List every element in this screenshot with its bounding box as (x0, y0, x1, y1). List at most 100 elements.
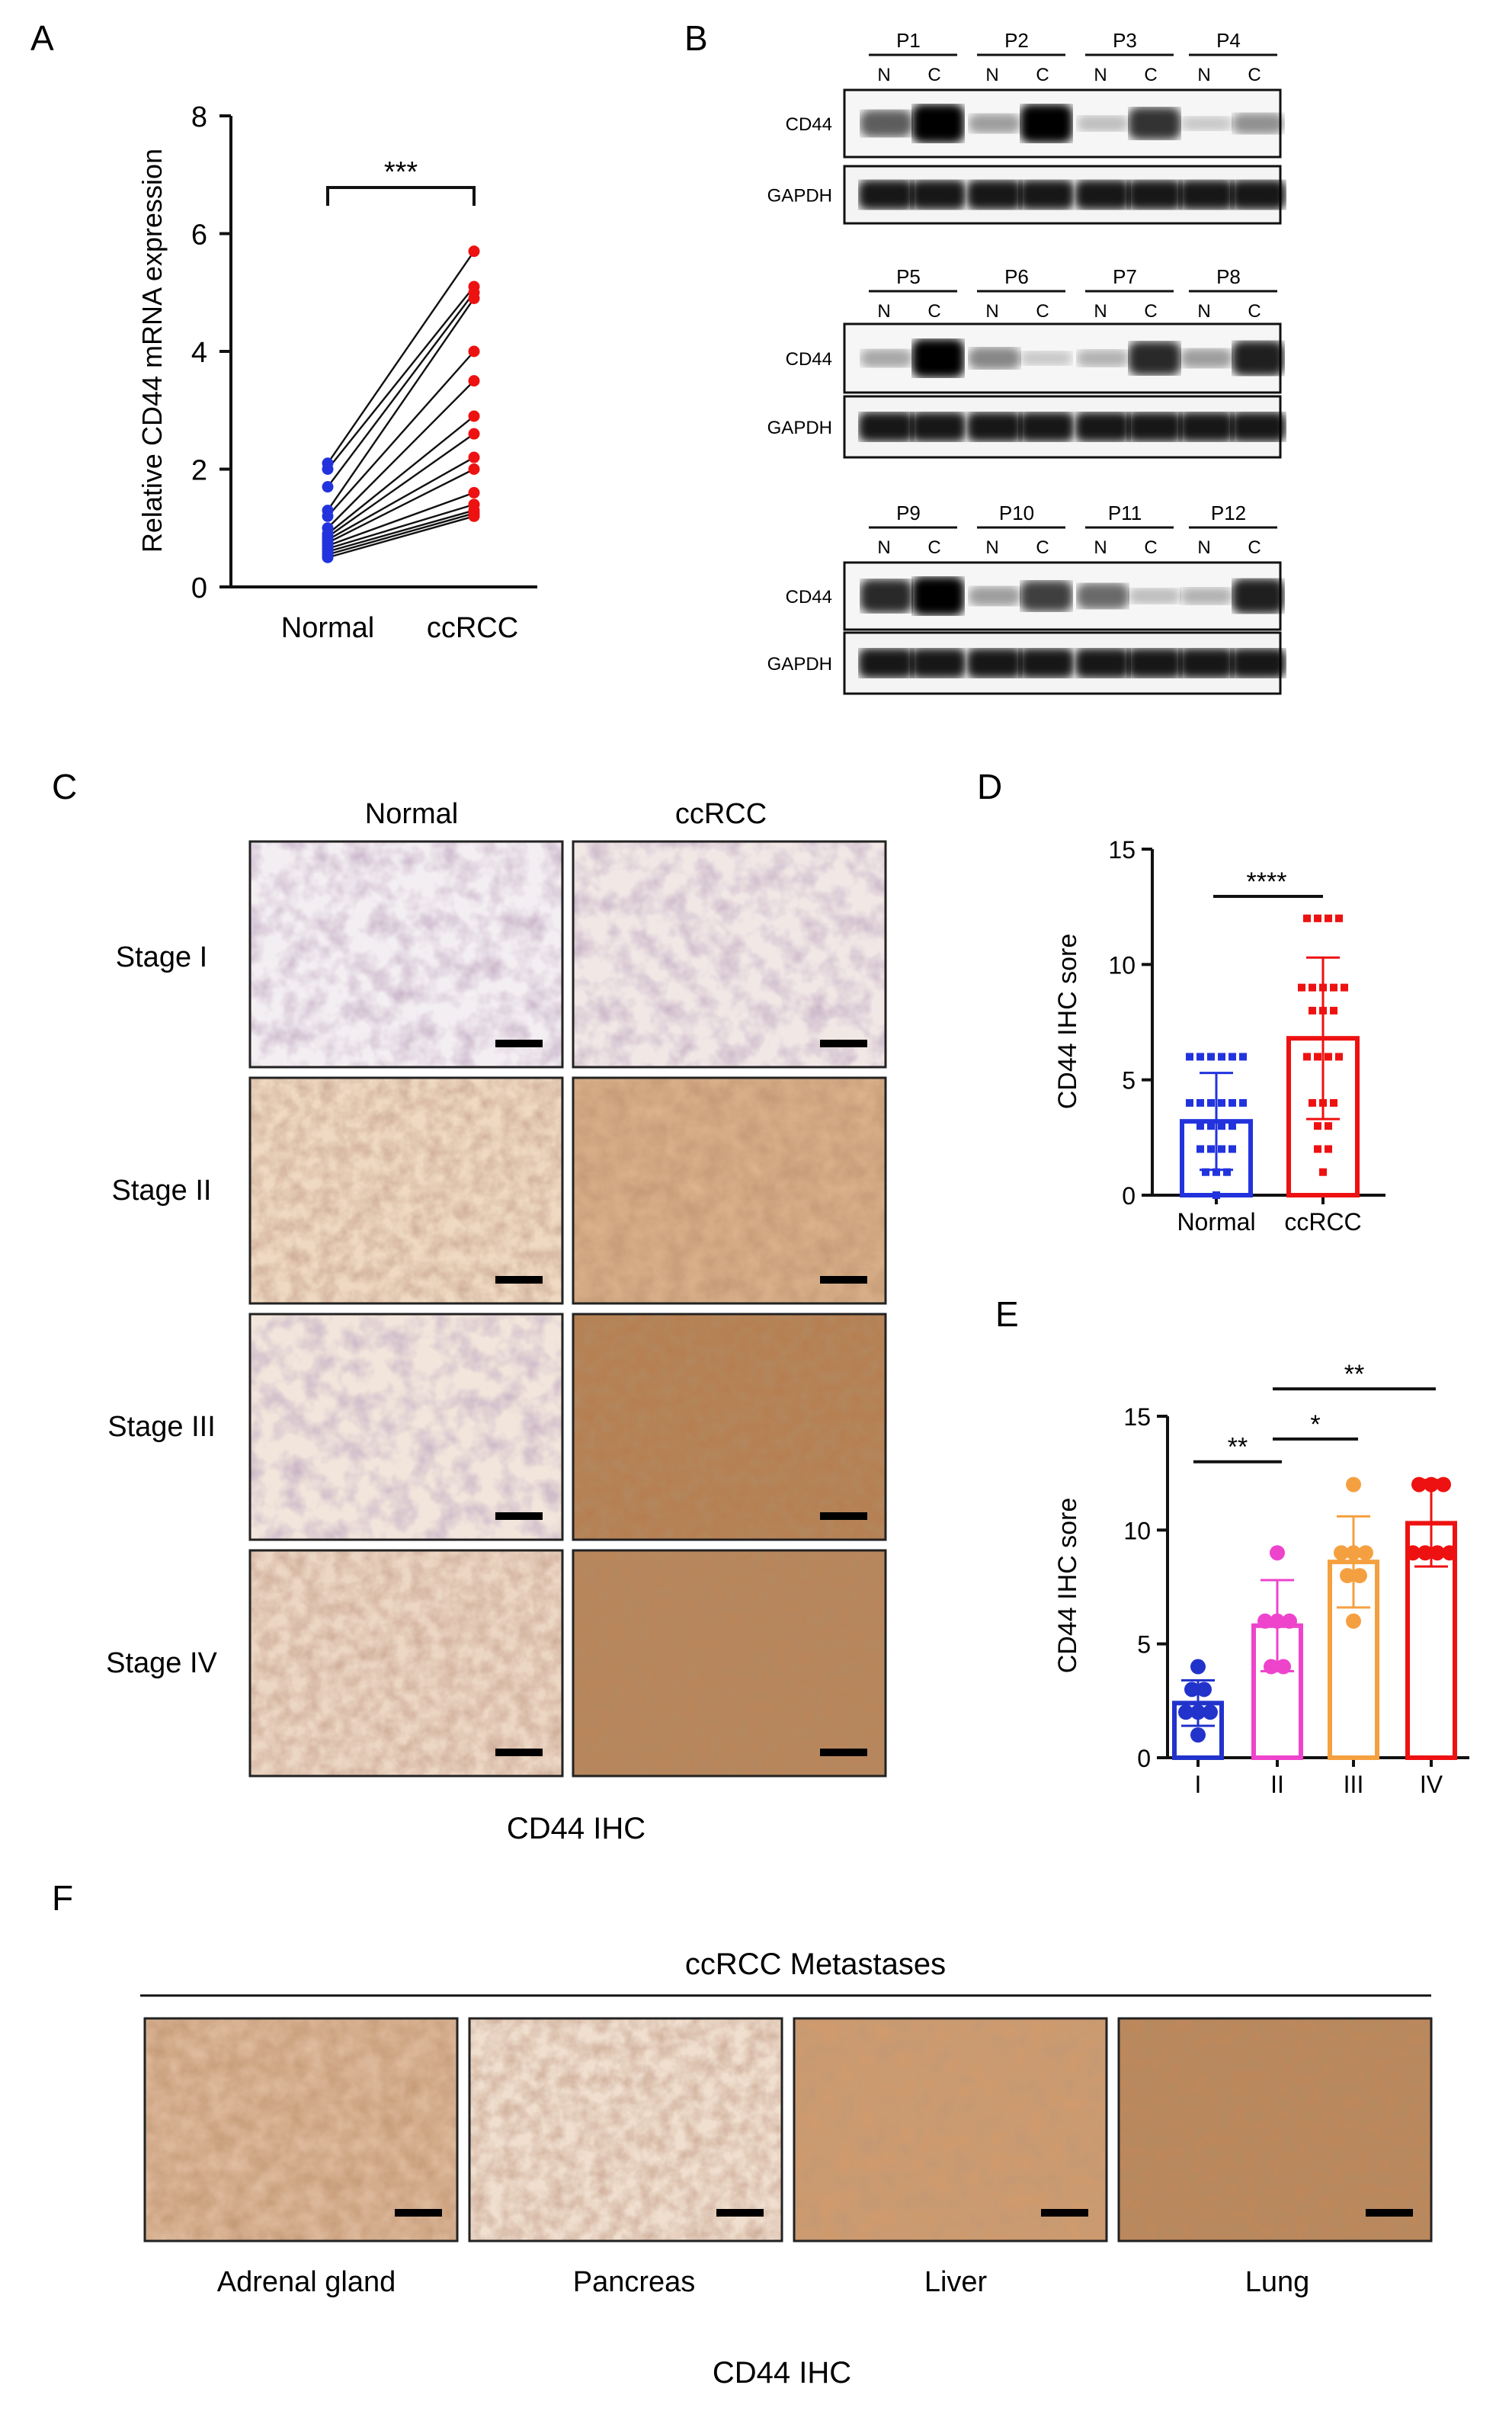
chart-e-comparison-label: ** (1344, 1360, 1364, 1389)
blot-sample-label-n: N (877, 537, 890, 558)
scale-bar (495, 1749, 543, 1756)
ihc-grid-caption: CD44 IHC (507, 1812, 645, 1845)
chart-d-point (1186, 1098, 1193, 1107)
blot-cd44-band (1020, 104, 1073, 143)
chart-d-point (1319, 1006, 1327, 1015)
blot-cd44-band (1076, 349, 1129, 367)
blot-gapdh-band (910, 648, 966, 678)
chart-a-pair-line (327, 292, 475, 488)
scale-bar (495, 1512, 543, 1520)
metastases-panel: ccRCC Metastases Adrenal gland Pa (140, 1948, 1433, 2390)
chart-a-point-ccrcc (468, 463, 480, 475)
scale-bar (820, 1512, 867, 1520)
blot-gapdh-band (1126, 412, 1183, 442)
chart-d-y-tick-label: 0 (1122, 1182, 1136, 1210)
blot-gapdh-band (966, 412, 1023, 442)
blot-cd44-band (1128, 588, 1181, 604)
chart-d-x-tick-label: ccRCC (1284, 1208, 1361, 1236)
chart-d-point (1319, 983, 1327, 992)
metastasis-image-liver (793, 2017, 1108, 2242)
chart-e-point (1190, 1659, 1206, 1675)
scale-bar (1366, 2209, 1413, 2217)
blot-sample-label-c: C (1248, 537, 1261, 558)
ihc-image-ccrcc-stage-4 (572, 1549, 887, 1778)
blot-cd44-band (1232, 578, 1285, 614)
chart-d-point (1325, 914, 1332, 922)
chart-e-x-tick-label: IV (1420, 1771, 1443, 1798)
scale-bar (820, 1276, 867, 1284)
blot-gapdh-band (858, 648, 915, 678)
chart-a-point-ccrcc (468, 375, 480, 387)
blot-sample-label-c: C (1248, 301, 1261, 322)
chart-e-point (1334, 1545, 1349, 1561)
chart-d-point (1319, 1168, 1327, 1176)
chart-d-point (1196, 1053, 1204, 1061)
blot-cd44-band (1128, 341, 1181, 376)
chart-d-point (1330, 1098, 1337, 1107)
blot-cd44-band (968, 113, 1021, 134)
metastasis-label-liver: Liver (924, 2266, 988, 2298)
chart-a-pair-line (327, 250, 475, 464)
chart-a-point-ccrcc (468, 410, 480, 422)
scale-bar (395, 2209, 442, 2217)
chart-d-point (1239, 1053, 1247, 1061)
metastases-title: ccRCC Metastases (685, 1948, 946, 1981)
chart-a-point-normal (322, 510, 334, 522)
chart-d-point (1314, 1053, 1321, 1061)
blot-sample-label-n: N (1197, 65, 1210, 85)
blot-sample-label-c: C (1248, 65, 1261, 85)
chart-d-point (1212, 1191, 1220, 1199)
chart-a-pair-line (327, 297, 475, 511)
blot-gapdh-band (910, 412, 966, 442)
panel-label-d: D (977, 767, 1002, 806)
chart-d-point (1186, 1053, 1193, 1061)
metastasis-image-lung (1117, 2017, 1433, 2242)
chart-d-point (1196, 1098, 1204, 1107)
chart-e-comparison-label: * (1310, 1410, 1320, 1439)
chart-d-point (1341, 983, 1348, 992)
chart-e-point (1442, 1545, 1457, 1561)
blot-cd44-band (911, 338, 965, 378)
chart-a-pair-line (327, 468, 475, 544)
scale-bar (1041, 2209, 1088, 2217)
blot-gapdh-band (1018, 412, 1075, 442)
blot-cd44-band (911, 104, 965, 143)
western-blot-panel: P1 N C P2 N C P3 N C P4 N C CD44 GAPDH P5 N C P6 N C P7 N C P8 N… (767, 29, 1286, 695)
blot-cd44-band (911, 576, 965, 616)
chart-a-point-ccrcc (468, 345, 480, 357)
chart-a-point-ccrcc (468, 428, 480, 440)
blot-patient-label: P6 (1004, 265, 1029, 288)
blot-sample-label-c: C (1036, 301, 1049, 322)
blot-sample-label-c: C (1144, 65, 1157, 85)
chart-d-point (1218, 1053, 1225, 1061)
blot-gapdh-band (966, 179, 1023, 210)
chart-a-x-tick-ccrcc: ccRCC (427, 612, 518, 644)
chart-d-point (1325, 1122, 1332, 1130)
chart-d-point (1298, 983, 1305, 992)
chart-e-y-tick-label: 0 (1137, 1745, 1151, 1772)
chart-e-point (1340, 1568, 1355, 1584)
chart-d-point (1207, 1145, 1215, 1153)
blot-gapdh-band (1230, 648, 1286, 678)
blot-row-label-gapdh: GAPDH (767, 418, 832, 438)
panel-label-c: C (52, 767, 77, 806)
chart-e-point (1436, 1476, 1451, 1492)
blot-gapdh-band (1178, 412, 1235, 442)
blot-gapdh-band (858, 412, 915, 442)
chart-d-point (1239, 1098, 1247, 1107)
blot-patient-label: P12 (1211, 502, 1246, 524)
chart-d-y-tick-label: 5 (1122, 1067, 1136, 1095)
blot-patient-label: P1 (896, 29, 921, 52)
chart-a-paired-mrna: Relative CD44 mRNA expression 0 2 4 6 8 Norm… (136, 101, 537, 644)
chart-e-x-tick-label: II (1270, 1771, 1284, 1798)
chart-e-point (1190, 1727, 1206, 1743)
chart-e-point (1270, 1545, 1285, 1561)
chart-e-point (1178, 1704, 1193, 1720)
blot-patient-label: P7 (1113, 265, 1137, 288)
blot-gapdh-band (1178, 179, 1235, 210)
blot-gapdh-band (1018, 179, 1075, 210)
blot-row-label-cd44: CD44 (786, 587, 832, 608)
blot-gapdh-band (1230, 412, 1286, 442)
chart-d-point (1218, 1145, 1225, 1153)
metastases-caption: CD44 IHC (713, 2356, 851, 2390)
